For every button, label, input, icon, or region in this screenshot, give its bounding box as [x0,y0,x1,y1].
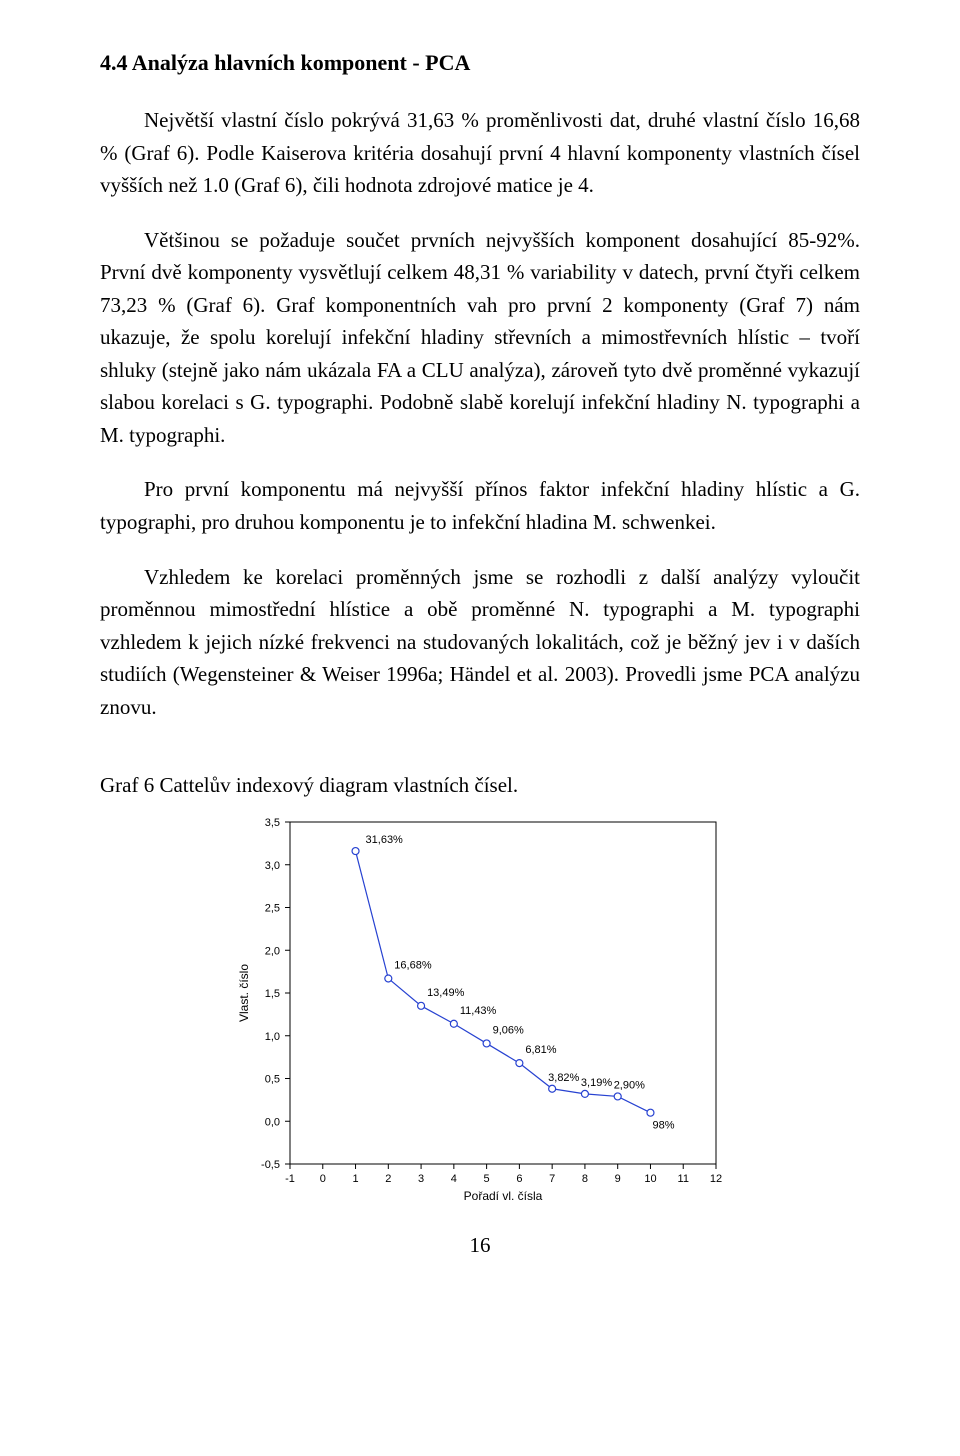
svg-text:5: 5 [484,1173,490,1185]
svg-text:1,5: 1,5 [265,988,280,1000]
svg-text:4: 4 [451,1173,457,1185]
svg-text:0,5: 0,5 [265,1074,280,1086]
svg-text:3,5: 3,5 [265,817,280,829]
svg-text:0: 0 [320,1173,326,1185]
svg-text:3,0: 3,0 [265,860,280,872]
svg-text:11: 11 [678,1173,689,1185]
svg-text:10: 10 [644,1173,656,1185]
svg-text:2,0: 2,0 [265,946,280,958]
svg-text:Vlast. číslo: Vlast. číslo [237,964,251,1022]
svg-text:11,43%: 11,43% [460,1005,497,1017]
svg-text:2,5: 2,5 [265,903,280,915]
paragraph-2: Většinou se požaduje součet prvních nejv… [100,224,860,452]
svg-text:13,49%: 13,49% [427,987,465,999]
svg-text:9,06%: 9,06% [493,1025,524,1037]
chart-caption: Graf 6 Cattelův indexový diagram vlastní… [100,773,860,798]
svg-text:3: 3 [418,1173,424,1185]
svg-text:98%: 98% [652,1120,674,1132]
scree-chart-svg: -10123456789101112-0,50,00,51,01,52,02,5… [230,810,730,1210]
svg-text:7: 7 [549,1173,555,1185]
svg-text:31,63%: 31,63% [366,834,404,846]
paragraph-1: Největší vlastní číslo pokrývá 31,63 % p… [100,104,860,202]
svg-text:Pořadí vl. čísla: Pořadí vl. čísla [464,1189,543,1203]
section-heading: 4.4 Analýza hlavních komponent - PCA [100,50,860,76]
svg-text:16,68%: 16,68% [394,960,432,972]
svg-text:6,81%: 6,81% [525,1044,556,1056]
svg-text:1,0: 1,0 [265,1031,280,1043]
svg-text:3,19%: 3,19% [581,1077,612,1089]
svg-text:0,0: 0,0 [265,1117,280,1129]
svg-text:9: 9 [615,1173,621,1185]
page: 4.4 Analýza hlavních komponent - PCA Nej… [0,0,960,1298]
svg-text:6: 6 [516,1173,522,1185]
svg-text:12: 12 [710,1173,722,1185]
svg-text:8: 8 [582,1173,588,1185]
svg-text:3,82%: 3,82% [548,1072,579,1084]
svg-text:-1: -1 [285,1173,295,1185]
page-number: 16 [100,1233,860,1258]
paragraph-3: Pro první komponentu má nejvyšší přínos … [100,473,860,538]
scree-chart: -10123456789101112-0,50,00,51,01,52,02,5… [100,810,860,1215]
svg-text:-0,5: -0,5 [261,1159,280,1171]
paragraph-4: Vzhledem ke korelaci proměnných jsme se … [100,561,860,724]
svg-text:2,90%: 2,90% [614,1080,645,1092]
svg-text:1: 1 [352,1173,358,1185]
svg-text:2: 2 [385,1173,391,1185]
